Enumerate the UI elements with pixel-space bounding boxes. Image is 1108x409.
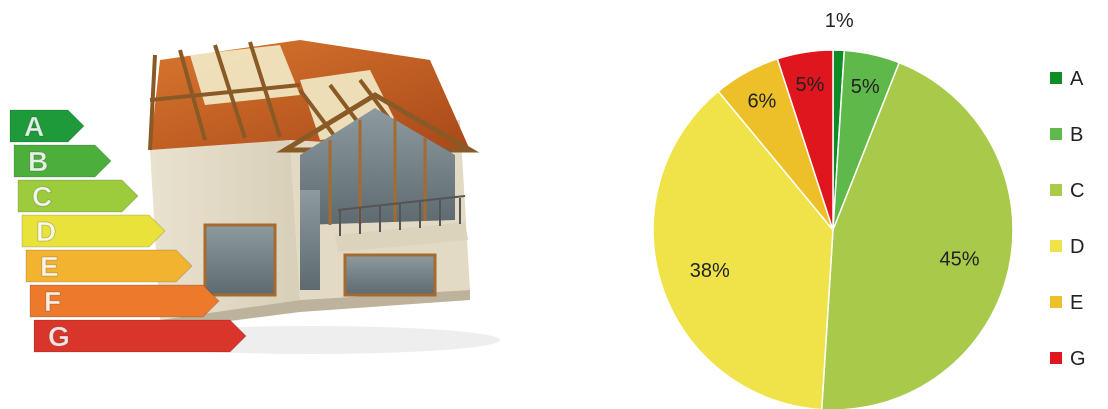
energy-bar-a (9, 109, 85, 143)
energy-bar-d (21, 214, 166, 248)
legend-swatch-c (1050, 184, 1062, 196)
energy-bar-g (33, 319, 247, 353)
legend-label-e: E (1070, 292, 1083, 314)
energy-bar-c (17, 179, 139, 213)
legend-swatch-g (1050, 352, 1062, 364)
pie-label-e: 6% (747, 91, 776, 113)
energy-bar-letter-a: A (24, 111, 44, 142)
energy-bar-b (13, 144, 112, 178)
legend-label-b: B (1070, 124, 1083, 146)
legend-swatch-d (1050, 240, 1062, 252)
chart-legend: A B C D E G (1050, 68, 1086, 370)
pie-slice-d (652, 90, 834, 409)
pie-chart: 1% 5% 45% 38% 6% 5% A B C D E G (652, 10, 1086, 409)
energy-bar-letter-g: G (48, 321, 70, 352)
energy-bar-e (25, 249, 193, 283)
pie-slice-g (776, 49, 834, 231)
energy-bar-f (29, 284, 220, 318)
pie-slices (652, 49, 1014, 409)
pie-label-b: 5% (851, 76, 880, 98)
energy-bar-letter-f: F (44, 286, 61, 317)
pie-data-labels: 1% 5% 45% 38% 6% 5% (690, 10, 980, 282)
energy-bar-letter-c: C (32, 181, 52, 212)
legend-swatch-e (1050, 296, 1062, 308)
legend-label-a: A (1070, 68, 1084, 90)
legend-label-c: C (1070, 180, 1084, 202)
legend-swatch-a (1050, 72, 1062, 84)
energy-bar-letter-d: D (36, 216, 56, 247)
pie-label-g: 5% (795, 74, 824, 96)
house (148, 40, 480, 330)
pie-label-a: 1% (825, 10, 854, 32)
energy-bar-letter-b: B (28, 146, 48, 177)
pie-slice-c (820, 61, 1014, 409)
legend-swatch-b (1050, 128, 1062, 140)
pie-label-d: 38% (690, 260, 730, 282)
pie-label-c: 45% (939, 248, 979, 270)
legend-label-d: D (1070, 236, 1084, 258)
legend-label-g: G (1070, 348, 1086, 370)
energy-bar-letter-e: E (40, 251, 59, 282)
